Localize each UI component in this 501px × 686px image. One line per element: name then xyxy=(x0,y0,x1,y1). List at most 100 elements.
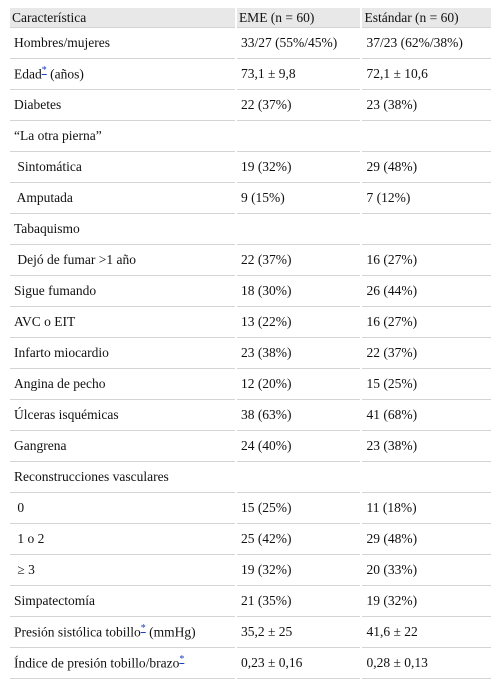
table-row: Angina de pecho 12 (20%) 15 (25%) xyxy=(10,369,491,400)
header-cell: Estándar (n = 60) xyxy=(362,8,491,27)
value-cell: 20 (33%) xyxy=(362,555,491,586)
value-cell: 73,1 ± 9,8 xyxy=(236,59,361,90)
label-text: Amputada xyxy=(14,190,73,205)
value-cell: 7 (12%) xyxy=(362,183,491,214)
value-cell: 23 (38%) xyxy=(362,431,491,462)
footnote-ref[interactable]: * xyxy=(140,623,146,635)
value-cell: 13 (22%) xyxy=(236,307,361,338)
row-label: Sigue fumando xyxy=(10,276,235,307)
label-text: 0 xyxy=(14,500,25,515)
table-row: Hombres/mujeres 33/27 (55%/45%) 37/23 (62%… xyxy=(10,27,491,59)
table-row: AVC o EIT 13 (22%) 16 (27%) xyxy=(10,307,491,338)
header-row: Característica EME (n = 60) Estándar (n = … xyxy=(10,8,491,27)
table: Característica EME (n = 60) Estándar (n = … xyxy=(8,8,493,679)
value-cell: 16 (27%) xyxy=(362,245,491,276)
empty-cell xyxy=(362,462,491,493)
label-text: Tabaquismo xyxy=(14,221,80,236)
value-cell: 25 (42%) xyxy=(236,524,361,555)
row-label: AVC o EIT xyxy=(10,307,235,338)
label-text: Edad xyxy=(14,66,42,82)
value-cell: 18 (30%) xyxy=(236,276,361,307)
label-text: Úlceras isquémicas xyxy=(14,407,119,422)
label-text: Sigue fumando xyxy=(14,283,97,298)
table-row: Sigue fumando 18 (30%) 26 (44%) xyxy=(10,276,491,307)
label-text: Sintomática xyxy=(14,159,82,174)
label-text: Dejó de fumar >1 año xyxy=(14,252,136,267)
value-cell: 15 (25%) xyxy=(362,369,491,400)
value-cell: 37/23 (62%/38%) xyxy=(362,27,491,59)
row-label: Úlceras isquémicas xyxy=(10,400,235,431)
table-row: Úlceras isquémicas 38 (63%) 41 (68%) xyxy=(10,400,491,431)
table-row: Dejó de fumar >1 año 22 (37%) 16 (27%) xyxy=(10,245,491,276)
label-text: Simpatectomía xyxy=(14,593,95,608)
row-label: Presión sistólica tobillo* (mmHg) xyxy=(10,617,235,648)
value-cell: 12 (20%) xyxy=(236,369,361,400)
header-cell: Característica xyxy=(10,8,235,27)
row-label: ≥ 3 xyxy=(10,555,235,586)
label-text: ≥ 3 xyxy=(14,562,35,577)
footnote-ref[interactable]: * xyxy=(179,654,185,666)
label-text: “La otra pierna” xyxy=(14,128,102,143)
table-row: Simpatectomía 21 (35%) 19 (32%) xyxy=(10,586,491,617)
table-row: Edad* (años) 73,1 ± 9,8 72,1 ± 10,6 xyxy=(10,59,491,90)
label-text: Infarto miocardio xyxy=(14,345,109,360)
value-cell: 29 (48%) xyxy=(362,152,491,183)
label-text: AVC o EIT xyxy=(14,314,76,329)
header-cell: EME (n = 60) xyxy=(236,8,361,27)
table-row: Índice de presión tobillo/brazo* 0,23 ± 0… xyxy=(10,648,491,679)
label-text: Reconstrucciones vasculares xyxy=(14,469,169,484)
value-cell: 0,23 ± 0,16 xyxy=(236,648,361,679)
label-text: Hombres/mujeres xyxy=(14,35,110,50)
label-text: Gangrena xyxy=(14,438,67,453)
value-cell: 22 (37%) xyxy=(362,338,491,369)
table-row: Reconstrucciones vasculares xyxy=(10,462,491,493)
row-label: 0 xyxy=(10,493,235,524)
row-label: Simpatectomía xyxy=(10,586,235,617)
value-cell: 22 (37%) xyxy=(236,90,361,121)
table-row: ≥ 3 19 (32%) 20 (33%) xyxy=(10,555,491,586)
label-text: Angina de pecho xyxy=(14,376,106,391)
row-label: Angina de pecho xyxy=(10,369,235,400)
value-cell: 23 (38%) xyxy=(362,90,491,121)
row-label: Tabaquismo xyxy=(10,214,235,245)
label-text: Índice de presión tobillo/brazo xyxy=(14,655,180,671)
empty-cell xyxy=(236,462,361,493)
label-text: Diabetes xyxy=(14,97,62,112)
value-cell: 19 (32%) xyxy=(236,152,361,183)
table-row: Diabetes 22 (37%) 23 (38%) xyxy=(10,90,491,121)
value-cell: 0,28 ± 0,13 xyxy=(362,648,491,679)
label-text: 1 o 2 xyxy=(14,531,45,546)
row-label: Edad* (años) xyxy=(10,59,235,90)
empty-cell xyxy=(236,214,361,245)
value-cell: 41 (68%) xyxy=(362,400,491,431)
row-label: Índice de presión tobillo/brazo* xyxy=(10,648,235,679)
value-cell: 9 (15%) xyxy=(236,183,361,214)
value-cell: 19 (32%) xyxy=(362,586,491,617)
value-cell: 16 (27%) xyxy=(362,307,491,338)
table-row: 0 15 (25%) 11 (18%) xyxy=(10,493,491,524)
empty-cell xyxy=(236,121,361,152)
value-cell: 72,1 ± 10,6 xyxy=(362,59,491,90)
value-cell: 33/27 (55%/45%) xyxy=(236,27,361,59)
footnote-ref[interactable]: * xyxy=(41,65,47,77)
row-label: Hombres/mujeres xyxy=(10,27,235,59)
table-row: 1 o 2 25 (42%) 29 (48%) xyxy=(10,524,491,555)
table-row: Amputada 9 (15%) 7 (12%) xyxy=(10,183,491,214)
row-label: Sintomática xyxy=(10,152,235,183)
label-text: (mmHg) xyxy=(145,624,196,640)
row-label: Amputada xyxy=(10,183,235,214)
row-label: Dejó de fumar >1 año xyxy=(10,245,235,276)
empty-cell xyxy=(362,121,491,152)
row-label: “La otra pierna” xyxy=(10,121,235,152)
label-text: (años) xyxy=(46,66,84,82)
empty-cell xyxy=(362,214,491,245)
value-cell: 24 (40%) xyxy=(236,431,361,462)
table-row: Gangrena 24 (40%) 23 (38%) xyxy=(10,431,491,462)
table-row: Infarto miocardio 23 (38%) 22 (37%) xyxy=(10,338,491,369)
value-cell: 23 (38%) xyxy=(236,338,361,369)
table-row: Sintomática 19 (32%) 29 (48%) xyxy=(10,152,491,183)
value-cell: 15 (25%) xyxy=(236,493,361,524)
row-label: Reconstrucciones vasculares xyxy=(10,462,235,493)
table-row: “La otra pierna” xyxy=(10,121,491,152)
